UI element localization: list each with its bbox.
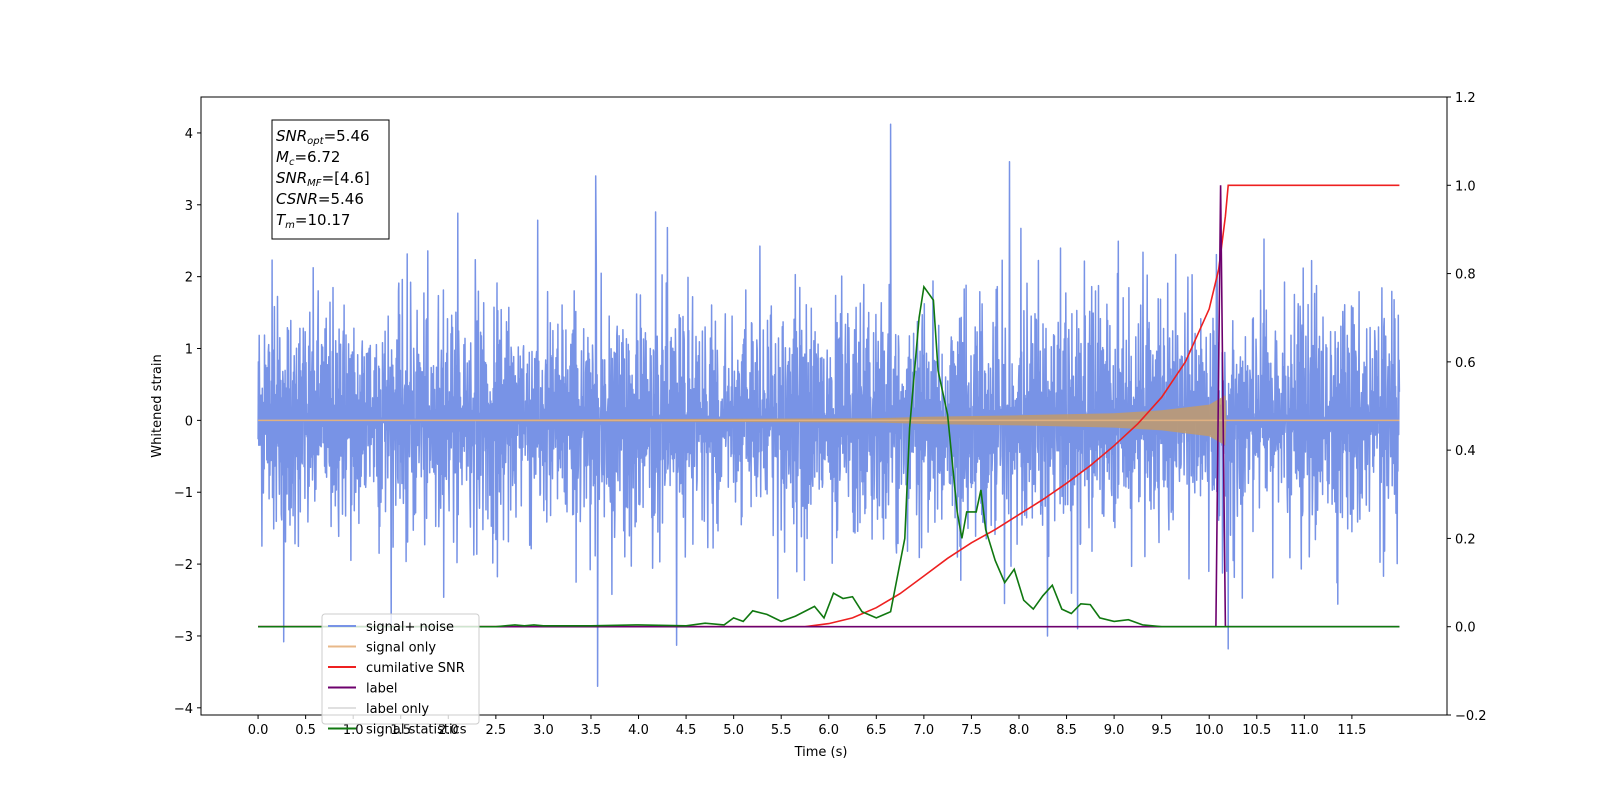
x-tick-label: 7.5 xyxy=(961,723,982,738)
y-tick-label: 0 xyxy=(185,414,193,429)
y2-tick-label: 0.0 xyxy=(1455,621,1476,636)
x-tick-label: 8.0 xyxy=(1009,723,1030,738)
x-tick-label: 6.0 xyxy=(818,723,839,738)
x-axis: 0.0 0.5 1.0 1.5 2.0 2.5 3.0 3.5 4.0 4.5 5.0 5.5 6.0 6… xyxy=(248,715,1366,738)
x-tick-label: 10.5 xyxy=(1242,723,1271,738)
y-tick-label: −4 xyxy=(174,702,193,717)
y2-tick-label: 0.2 xyxy=(1455,532,1476,547)
y-tick-label: −2 xyxy=(174,558,193,573)
plot-frame xyxy=(200,96,1448,716)
x-tick-label: 2.0 xyxy=(438,723,459,738)
y2-tick-label: 0.6 xyxy=(1455,356,1476,371)
legend-entry: signal+ noise xyxy=(366,620,454,635)
annotation-line: SNRopt=5.46 xyxy=(276,127,370,147)
y-tick-label: 2 xyxy=(185,271,193,286)
signal-plus-noise-line xyxy=(257,123,1401,688)
x-tick-label: 3.5 xyxy=(581,723,602,738)
y2-tick-label: 0.4 xyxy=(1455,444,1476,459)
x-tick-label: 11.0 xyxy=(1290,723,1319,738)
y-axis-label: Whitened strain xyxy=(150,354,165,457)
legend-entry: signal only xyxy=(366,641,436,656)
legend-entry: signal statistics xyxy=(366,723,467,738)
x-tick-label: 10.0 xyxy=(1195,723,1224,738)
y2-tick-label: 1.2 xyxy=(1455,91,1476,106)
x-tick-label: 11.5 xyxy=(1337,723,1366,738)
x-tick-label: 2.5 xyxy=(486,723,507,738)
annotation-line: Mc=6.72 xyxy=(276,148,340,168)
x-tick-label: 4.0 xyxy=(628,723,649,738)
legend-entry: label xyxy=(366,682,397,697)
x-axis-label: Time (s) xyxy=(794,745,848,760)
y-axis-right: 1.2 1.0 0.8 0.6 0.4 0.2 0.0 −0.2 xyxy=(1447,91,1487,724)
x-tick-label: 5.5 xyxy=(771,723,792,738)
x-tick-label: 5.0 xyxy=(723,723,744,738)
annotation-line: CSNR=5.46 xyxy=(276,190,364,208)
x-tick-label: 3.0 xyxy=(533,723,554,738)
x-tick-label: 0.0 xyxy=(248,723,269,738)
x-tick-label: 4.5 xyxy=(676,723,697,738)
y2-tick-label: 0.8 xyxy=(1455,268,1476,283)
legend-entry: label only xyxy=(366,702,429,717)
y-tick-label: −3 xyxy=(174,630,193,645)
y-tick-label: −1 xyxy=(174,486,193,501)
annotation-line: SNRMF=[4.6] xyxy=(276,169,370,189)
y-tick-label: 3 xyxy=(185,199,193,214)
x-tick-label: 1.5 xyxy=(390,723,411,738)
annotation-box xyxy=(271,119,390,240)
annotation-line: Tm=10.17 xyxy=(276,211,350,231)
x-tick-label: 9.5 xyxy=(1151,723,1172,738)
legend: signal+ noise signal only cumilative SNR la… xyxy=(321,613,480,738)
legend-entry: cumilative SNR xyxy=(366,661,465,676)
signal-statistics-line xyxy=(258,284,1400,628)
x-tick-label: 7.0 xyxy=(914,723,935,738)
cumulative-snr-line xyxy=(258,184,1400,628)
x-tick-label: 9.0 xyxy=(1104,723,1125,738)
y-tick-label: 1 xyxy=(185,343,193,358)
legend-box xyxy=(321,613,480,725)
x-tick-label: 8.5 xyxy=(1056,723,1077,738)
y2-tick-label: −0.2 xyxy=(1455,709,1487,724)
x-tick-label: 6.5 xyxy=(866,723,887,738)
y2-tick-label: 1.0 xyxy=(1455,179,1476,194)
y-tick-label: 4 xyxy=(185,127,193,142)
x-tick-label: 0.5 xyxy=(295,723,316,738)
x-tick-label: 1.0 xyxy=(343,723,364,738)
y-axis-left: 4 3 2 1 0 −1 −2 −3 −4 xyxy=(174,127,201,717)
